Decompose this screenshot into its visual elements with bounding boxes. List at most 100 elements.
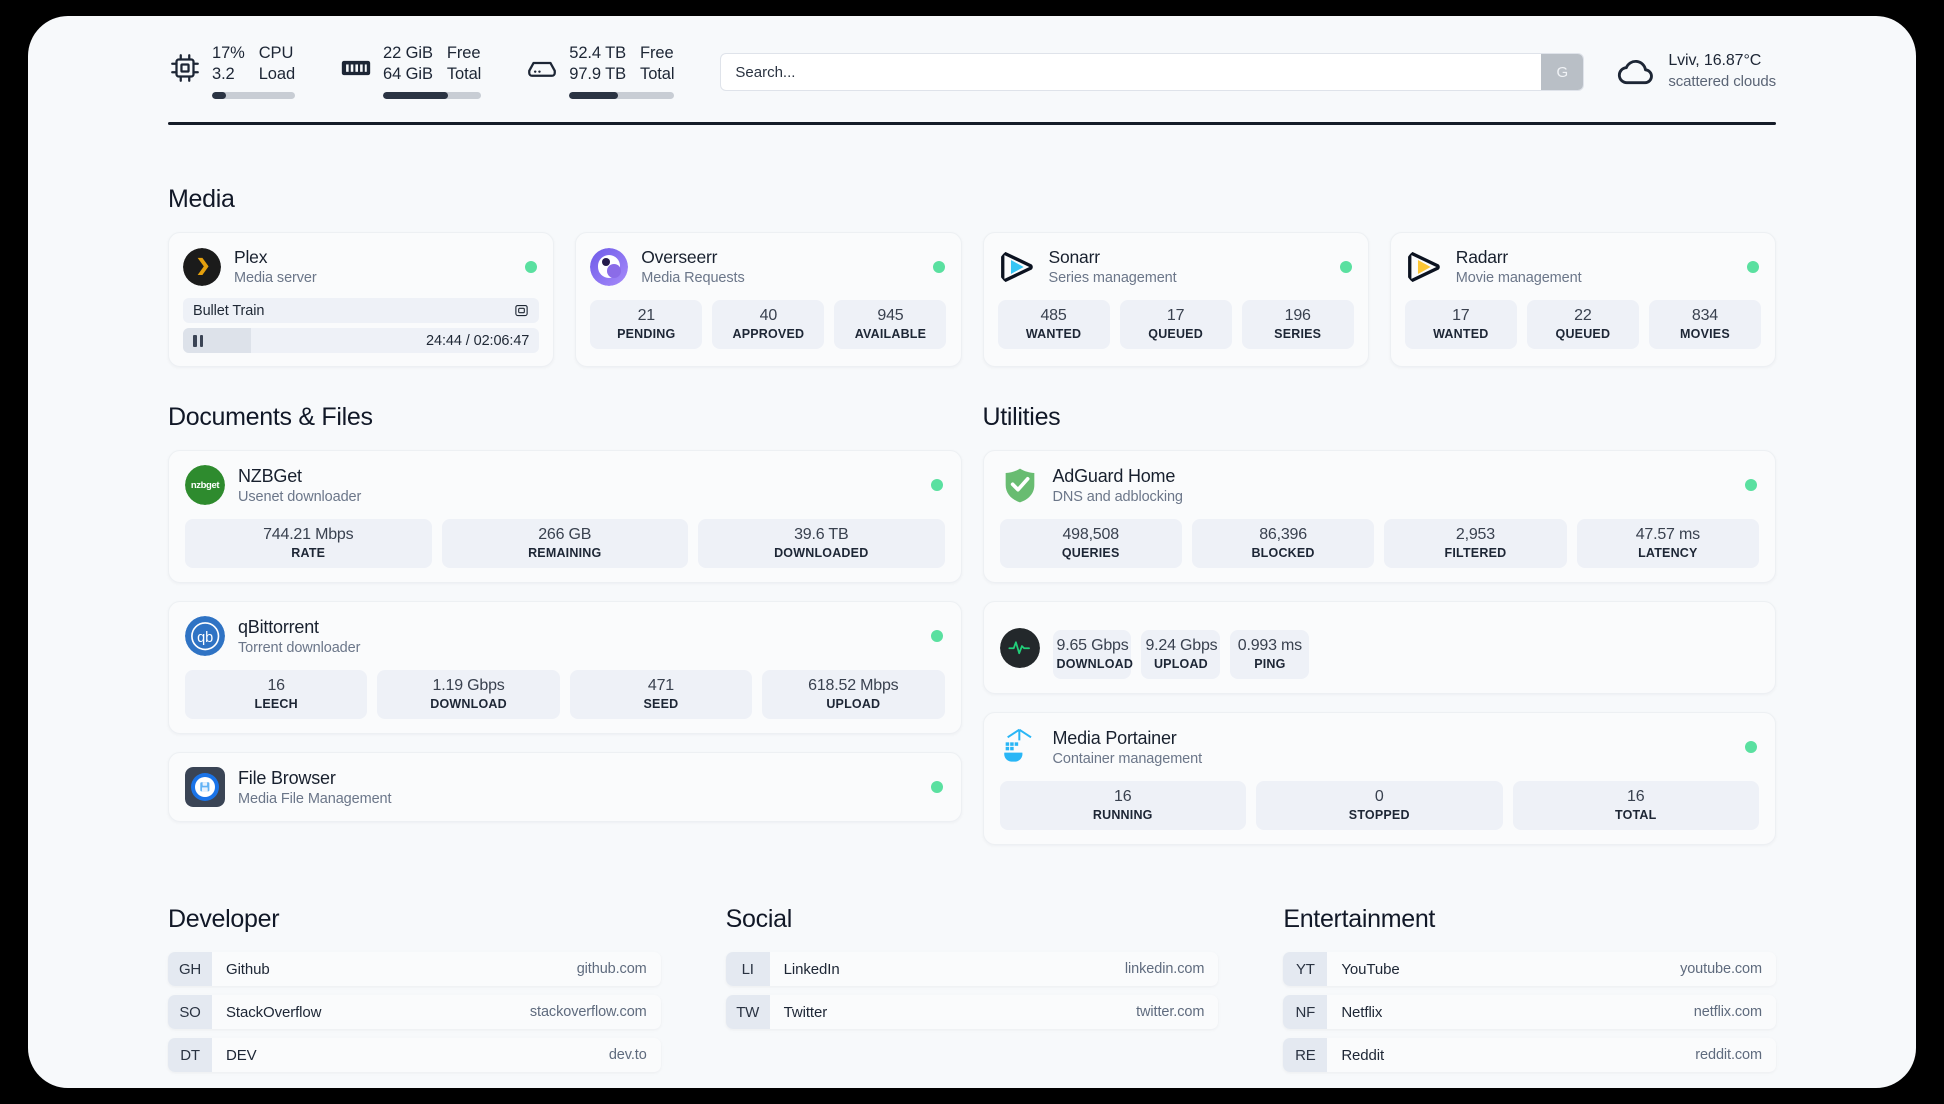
bookmark-item-stackoverflow[interactable]: SO StackOverflow stackoverflow.com — [168, 995, 661, 1029]
system-stat-disk: 52.4 TB 97.9 TB Free Total — [525, 43, 675, 100]
system-stat-meta: 17% 3.2 CPU Load — [212, 43, 295, 100]
service-card-speedtest[interactable]: Speedtest Speedtest Tracking 9.65 Gbps D… — [982, 601, 1776, 694]
stat-upload[interactable]: 9.24 Gbps UPLOAD — [1141, 630, 1221, 679]
system-stat-values: 22 GiB 64 GiB — [383, 43, 433, 86]
documents-section: Documents & Files nzbget NZBGet Usenet d… — [168, 403, 962, 845]
stat-remaining[interactable]: 266 GB REMAINING — [441, 519, 688, 568]
stat-label: WANTED — [1433, 327, 1489, 341]
stat-value: 9.24 Gbps — [1145, 637, 1218, 654]
system-stat-meta: 22 GiB 64 GiB Free Total — [383, 43, 481, 100]
service-card-adguard-home[interactable]: AdGuard Home DNS and adblocking 498,508 … — [982, 450, 1776, 583]
cast-icon[interactable] — [514, 303, 529, 318]
stat-label: UPLOAD — [1153, 657, 1208, 671]
card-header: qb qBittorrent Torrent downloader — [185, 616, 945, 656]
stat-movies[interactable]: 834 MOVIES — [1648, 300, 1761, 349]
header: 17% 3.2 CPU Load 22 GiB 64 GiB Free Tota — [168, 16, 1776, 116]
bookmark-item-github[interactable]: GH Github github.com — [168, 952, 661, 986]
stat-series[interactable]: 196 SERIES — [1241, 300, 1354, 349]
now-playing-progress[interactable]: 24:44 / 02:06:47 — [183, 328, 540, 353]
section-title-documents: Documents & Files — [168, 403, 373, 431]
stat-value: 471 — [647, 677, 674, 694]
bookmark-abbr: TW — [725, 995, 770, 1029]
stat-running[interactable]: 16 RUNNING — [999, 781, 1246, 830]
stat-seed[interactable]: 471 SEED — [569, 670, 753, 719]
bookmark-group-entertainment: Entertainment YT YouTube youtube.com NF … — [1283, 905, 1776, 1072]
service-card-radarr[interactable]: Radarr Movie management 17 WANTED 22 QUE… — [1389, 232, 1776, 367]
stat-label: DOWNLOAD — [1056, 657, 1134, 671]
stat-latency[interactable]: 47.57 ms LATENCY — [1576, 519, 1759, 568]
radarr-icon — [1405, 248, 1443, 286]
stat-label: LATENCY — [1638, 546, 1698, 560]
stat-value: 40 — [759, 307, 778, 324]
stat-value: 834 — [1691, 307, 1718, 324]
search-input[interactable] — [721, 54, 1542, 90]
stat-ping[interactable]: 0.993 ms PING — [1230, 630, 1310, 679]
status-badge — [1745, 741, 1757, 753]
bookmark-url: netflix.com — [1693, 1004, 1762, 1020]
stat-queued[interactable]: 22 QUEUED — [1526, 300, 1639, 349]
stat-upload[interactable]: 618.52 Mbps UPLOAD — [762, 670, 945, 719]
dashboard-page: 17% 3.2 CPU Load 22 GiB 64 GiB Free Tota — [28, 16, 1916, 1088]
stat-value: 266 GB — [538, 526, 592, 543]
card-stats: 16 LEECH 1.19 Gbps DOWNLOAD 471 SEED 618… — [185, 670, 945, 719]
stat-downloaded[interactable]: 39.6 TB DOWNLOADED — [698, 519, 945, 568]
stat-rate[interactable]: 744.21 Mbps RATE — [185, 519, 432, 568]
service-card-overseerr[interactable]: Overseerr Media Requests 21 PENDING 40 A… — [575, 232, 962, 367]
bookmark-item-reddit[interactable]: RE Reddit reddit.com — [1283, 1038, 1776, 1072]
stat-wanted[interactable]: 485 WANTED — [997, 300, 1110, 349]
search-box[interactable]: G — [720, 53, 1585, 91]
stat-label: APPROVED — [732, 327, 805, 341]
stat-label: SEED — [643, 697, 679, 711]
stat-stopped[interactable]: 0 STOPPED — [1256, 781, 1503, 830]
stat-label: AVAILABLE — [854, 327, 927, 341]
service-card-file-browser[interactable]: File Browser Media File Management — [168, 752, 962, 822]
stat-wanted[interactable]: 17 WANTED — [1404, 300, 1517, 349]
card-titles: Radarr Movie management — [1456, 247, 1582, 286]
bookmark-url: linkedin.com — [1124, 961, 1205, 977]
bookmark-item-dev[interactable]: DT DEV dev.to — [168, 1038, 661, 1072]
stat-value: 1.19 Gbps — [432, 677, 505, 694]
bookmark-item-netflix[interactable]: NF Netflix netflix.com — [1283, 995, 1776, 1029]
stat-available[interactable]: 945 AVAILABLE — [834, 300, 947, 349]
system-stat-cpu: 17% 3.2 CPU Load — [168, 43, 295, 100]
stat-filtered[interactable]: 2,953 FILTERED — [1384, 519, 1567, 568]
stat-label: REMAINING — [528, 546, 602, 560]
service-card-sonarr[interactable]: Sonarr Series management 485 WANTED 17 Q… — [982, 232, 1369, 367]
card-subtitle: Series management — [1048, 270, 1177, 286]
bookmark-name: Reddit — [1341, 1046, 1385, 1064]
card-header: Media Portainer Container management — [1000, 727, 1760, 767]
bookmark-abbr: GH — [168, 952, 212, 986]
stat-total[interactable]: 16 TOTAL — [1512, 781, 1759, 830]
stat-download[interactable]: 9.65 Gbps DOWNLOAD — [1052, 630, 1134, 679]
service-card-nzbget[interactable]: nzbget NZBGet Usenet downloader 744.21 M… — [168, 450, 962, 583]
stat-label: FILTERED — [1444, 546, 1507, 560]
stat-value: 17 — [1452, 307, 1470, 324]
bookmark-item-youtube[interactable]: YT YouTube youtube.com — [1283, 952, 1776, 986]
service-card-qbittorrent[interactable]: qb qBittorrent Torrent downloader 16 LEE… — [168, 601, 962, 734]
card-title: AdGuard Home — [1052, 465, 1176, 486]
service-card-media-portainer[interactable]: Media Portainer Container management 16 … — [982, 712, 1776, 845]
bookmark-item-twitter[interactable]: TW Twitter twitter.com — [725, 995, 1219, 1029]
stat-download[interactable]: 1.19 Gbps DOWNLOAD — [377, 670, 560, 719]
search-provider-button[interactable]: G — [1541, 54, 1584, 90]
stat-queries[interactable]: 498,508 QUERIES — [999, 519, 1182, 568]
card-subtitle: Media server — [234, 270, 317, 286]
portainer-icon — [1000, 727, 1040, 767]
pause-icon[interactable] — [193, 334, 203, 347]
bookmark-item-linkedin[interactable]: LI LinkedIn linkedin.com — [725, 952, 1219, 986]
card-header: Plex Media server — [183, 247, 539, 286]
stat-leech[interactable]: 16 LEECH — [185, 670, 368, 719]
service-card-plex[interactable]: Plex Media server Bullet Train 24:44 / 0… — [168, 232, 555, 367]
stat-blocked[interactable]: 86,396 BLOCKED — [1191, 519, 1375, 568]
card-subtitle: Usenet downloader — [238, 488, 362, 505]
stat-value: 0 — [1374, 788, 1384, 805]
system-stat-value-primary: 52.4 TB — [569, 43, 627, 62]
stat-value: 9.65 Gbps — [1056, 637, 1129, 654]
stat-value: 16 — [267, 677, 285, 694]
stat-queued[interactable]: 17 QUEUED — [1119, 300, 1232, 349]
utilities-card-list: AdGuard Home DNS and adblocking 498,508 … — [982, 450, 1776, 845]
stat-pending[interactable]: 21 PENDING — [590, 300, 703, 349]
card-titles: File Browser Media File Management — [238, 768, 392, 807]
card-header: Overseerr Media Requests — [590, 247, 946, 286]
stat-approved[interactable]: 40 APPROVED — [712, 300, 825, 349]
